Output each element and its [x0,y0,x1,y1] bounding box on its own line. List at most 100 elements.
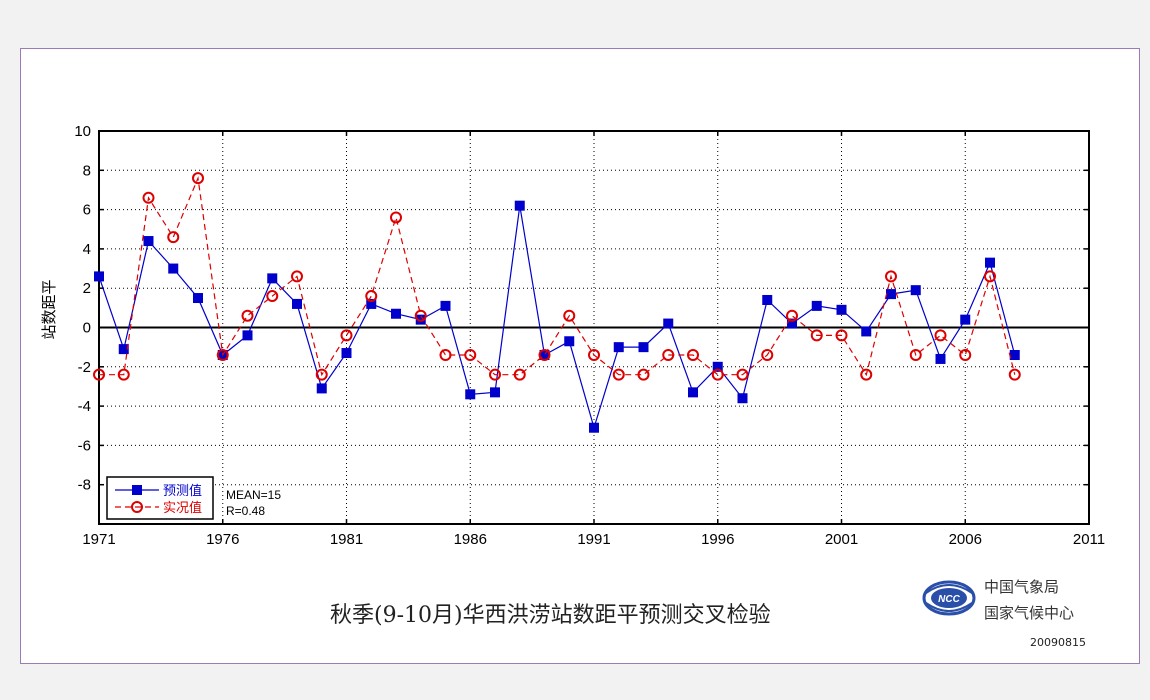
x-tick-label: 1976 [206,531,239,548]
data-point-forecast [440,300,451,311]
legend-marker-circle [131,501,143,513]
data-point-observed [291,270,303,283]
data-point-forecast [910,285,921,296]
data-point-forecast [415,314,426,325]
x-tick-label: 2011 [1073,531,1105,548]
data-point-observed [513,368,526,381]
data-point-forecast [564,336,575,347]
org-block: NCC 中国气象局 国家气候中心 [922,573,1102,633]
data-point-forecast [737,393,748,404]
x-tick-label: 2001 [825,531,858,548]
data-point-observed [340,329,353,342]
data-point-observed [117,368,130,381]
data-point-forecast [712,361,723,372]
ncc-logo-text: NCC [938,594,960,605]
x-tick-label: 1971 [82,531,115,548]
data-point-observed [266,290,279,303]
data-point-forecast [292,298,302,309]
data-point-observed [563,309,576,322]
data-point-observed [365,290,378,303]
legend-marker-square [132,485,142,495]
data-point-observed [786,309,798,322]
y-tick-label: -8 [78,477,91,494]
data-point-observed [711,368,724,381]
data-point-observed [860,368,873,381]
data-point-forecast [811,300,822,311]
data-point-observed [909,349,922,362]
ncc-logo-icon: NCC [922,580,976,616]
data-point-observed [984,270,996,283]
y-tick-label: -2 [78,359,91,376]
x-tick-label: 1991 [577,531,610,548]
x-tick-label: 2006 [949,531,982,548]
data-point-forecast [366,298,377,309]
data-point-observed [489,368,501,381]
data-point-observed [439,349,452,362]
data-point-observed [241,309,254,322]
data-point-observed [216,349,229,362]
data-point-observed [612,368,625,381]
y-tick-label: -4 [78,398,91,415]
y-tick-label: 6 [83,202,91,219]
y-axis-label: 站数距平 [40,279,58,339]
data-point-forecast [193,293,203,304]
org-name-ncc: 国家气候中心 [984,604,1075,622]
data-point-forecast [341,348,352,359]
y-tick-label: 8 [83,162,91,179]
data-point-observed [687,349,699,362]
stats-annotation: MEAN=15 [226,488,281,502]
data-point-observed [414,309,427,322]
data-point-forecast [960,314,971,325]
data-point-observed [167,231,180,244]
data-point-observed [93,368,105,381]
y-tick-label: -6 [78,437,91,454]
data-point-observed [315,368,328,381]
data-point-forecast [688,387,698,398]
data-point-forecast [490,387,500,398]
data-point-forecast [613,342,624,353]
data-point-forecast [267,273,278,284]
data-point-observed [637,368,650,381]
data-point-observed [761,349,774,362]
data-point-observed [810,329,823,342]
legend-box [106,476,214,520]
data-point-forecast [94,271,104,282]
data-point-forecast [762,294,773,305]
data-point-forecast [638,342,649,353]
data-point-forecast [589,422,599,433]
data-point-observed [464,349,477,362]
y-tick-label: 2 [83,280,91,297]
y-tick-label: 10 [74,123,91,140]
data-point-forecast [168,263,179,274]
x-tick-label: 1996 [701,531,734,548]
data-point-observed [588,349,600,362]
legend-label-1: 预测值 [163,483,202,499]
chart-title: 秋季(9-10月)华西洪涝站数距平预测交叉检验 [330,603,771,628]
data-point-forecast [514,200,525,211]
data-point-forecast [118,344,129,355]
data-point-forecast [539,350,550,361]
data-point-forecast [391,308,401,319]
data-point-forecast [242,330,253,341]
data-point-observed [835,329,848,342]
data-point-observed [959,349,972,362]
x-tick-label: 1981 [330,531,363,548]
date-stamp: 20090815 [1030,636,1086,649]
data-point-forecast [316,383,327,394]
data-point-observed [662,349,675,362]
data-point-observed [390,211,402,224]
legend-label-2: 实况值 [163,500,202,516]
data-point-forecast [143,236,154,247]
data-point-observed [142,191,155,204]
data-point-forecast [985,257,995,268]
data-point-observed [934,329,947,342]
data-point-observed [538,349,551,362]
stats-annotation: R=0.48 [226,504,265,518]
data-point-observed [1008,368,1021,381]
org-name-cma: 中国气象局 [984,578,1060,596]
data-point-forecast [861,326,872,337]
data-point-observed [736,368,749,381]
data-point-forecast [935,353,946,364]
data-point-forecast [1009,350,1020,361]
